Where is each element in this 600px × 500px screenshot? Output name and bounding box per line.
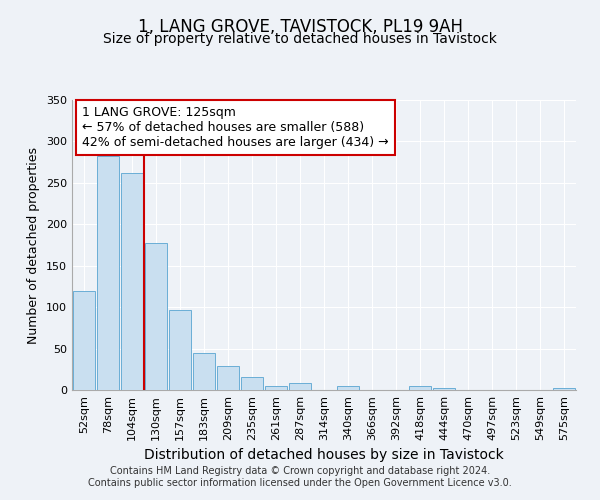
Bar bbox=[337, 386, 359, 390]
Bar bbox=[193, 352, 215, 390]
Bar bbox=[169, 310, 191, 390]
Bar bbox=[553, 388, 575, 390]
Bar bbox=[241, 376, 263, 390]
Bar bbox=[145, 244, 167, 390]
Bar bbox=[217, 366, 239, 390]
Bar bbox=[409, 386, 431, 390]
Bar bbox=[97, 156, 119, 390]
Bar bbox=[289, 382, 311, 390]
X-axis label: Distribution of detached houses by size in Tavistock: Distribution of detached houses by size … bbox=[144, 448, 504, 462]
Bar bbox=[265, 386, 287, 390]
Bar bbox=[433, 388, 455, 390]
Bar bbox=[121, 173, 143, 390]
Text: Size of property relative to detached houses in Tavistock: Size of property relative to detached ho… bbox=[103, 32, 497, 46]
Bar bbox=[73, 290, 95, 390]
Text: 1, LANG GROVE, TAVISTOCK, PL19 9AH: 1, LANG GROVE, TAVISTOCK, PL19 9AH bbox=[137, 18, 463, 36]
Text: Contains HM Land Registry data © Crown copyright and database right 2024.
Contai: Contains HM Land Registry data © Crown c… bbox=[88, 466, 512, 487]
Y-axis label: Number of detached properties: Number of detached properties bbox=[28, 146, 40, 344]
Text: 1 LANG GROVE: 125sqm
← 57% of detached houses are smaller (588)
42% of semi-deta: 1 LANG GROVE: 125sqm ← 57% of detached h… bbox=[82, 106, 389, 149]
